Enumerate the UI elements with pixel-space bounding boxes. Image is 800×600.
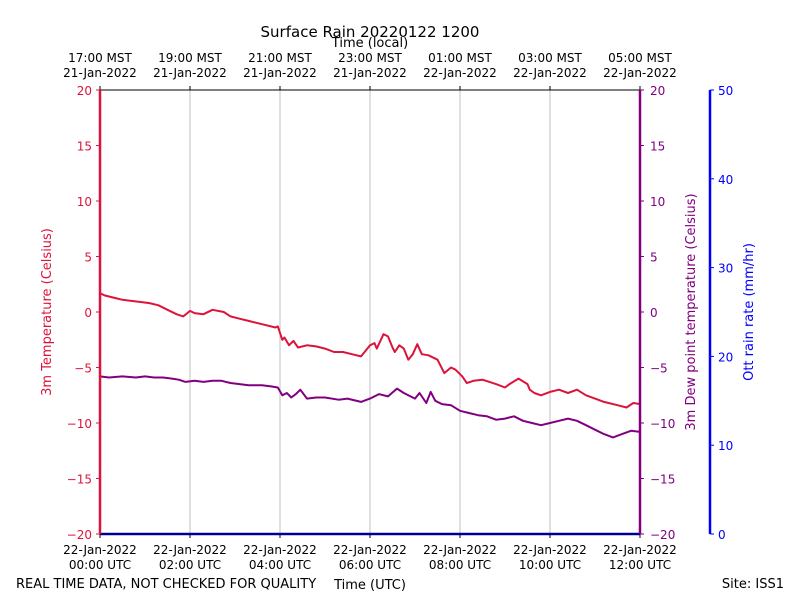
y-tick-label-dewpoint: 20 xyxy=(650,84,665,98)
y-tick-label-temperature: 20 xyxy=(77,84,92,98)
y-tick-label-rain-rate: 20 xyxy=(718,350,733,364)
y-tick-label-temperature: −15 xyxy=(67,473,92,487)
y-tick-label-dewpoint: 10 xyxy=(650,195,665,209)
y-tick-label-temperature: 10 xyxy=(77,195,92,209)
x-tick-label-utc-date: 22-Jan-2022 xyxy=(513,543,587,557)
y-axis-label-dewpoint: 3m Dew point temperature (Celsius) xyxy=(684,193,699,430)
y-tick-label-dewpoint: 5 xyxy=(650,251,658,265)
y-tick-label-temperature: −20 xyxy=(67,528,92,542)
y-axis-label-temperature: 3m Temperature (Celsius) xyxy=(40,228,55,396)
x-tick-label-local-date: 21-Jan-2022 xyxy=(243,66,317,80)
x-tick-label-local-date: 21-Jan-2022 xyxy=(63,66,137,80)
x-tick-label-utc-date: 22-Jan-2022 xyxy=(333,543,407,557)
x-tick-label-utc-time: 06:00 UTC xyxy=(339,558,401,572)
x-tick-label-utc-time: 10:00 UTC xyxy=(519,558,581,572)
x-tick-label-local-date: 21-Jan-2022 xyxy=(333,66,407,80)
x-tick-label-local-time: 05:00 MST xyxy=(608,51,672,65)
y-tick-label-temperature: −5 xyxy=(74,362,92,376)
y-tick-label-rain-rate: 0 xyxy=(718,528,726,542)
x-tick-label-local-time: 01:00 MST xyxy=(428,51,492,65)
x-tick-label-utc-date: 22-Jan-2022 xyxy=(603,543,677,557)
footer-site: Site: ISS1 xyxy=(722,577,784,592)
dewpoint-line xyxy=(99,375,641,439)
y-tick-label-dewpoint: −10 xyxy=(650,417,675,431)
chart-title: Surface Rain 20220122 1200 xyxy=(261,23,480,41)
y-tick-label-rain-rate: 40 xyxy=(718,173,733,187)
y-tick-label-dewpoint: −20 xyxy=(650,528,675,542)
x-tick-label-utc-time: 04:00 UTC xyxy=(249,558,311,572)
x-tick-label-utc-date: 22-Jan-2022 xyxy=(243,543,317,557)
x-tick-label-local-date: 22-Jan-2022 xyxy=(423,66,497,80)
y-tick-label-dewpoint: −5 xyxy=(650,362,668,376)
x-tick-label-utc-time: 00:00 UTC xyxy=(69,558,131,572)
x-tick-label-local-date: 22-Jan-2022 xyxy=(603,66,677,80)
y-tick-label-rain-rate: 50 xyxy=(718,84,733,98)
y-tick-label-rain-rate: 30 xyxy=(718,262,733,276)
y-tick-label-dewpoint: −15 xyxy=(650,473,675,487)
x-tick-label-utc-date: 22-Jan-2022 xyxy=(153,543,227,557)
y-tick-label-temperature: −10 xyxy=(67,417,92,431)
y-tick-label-temperature: 5 xyxy=(84,251,92,265)
footer-quality-note: REAL TIME DATA, NOT CHECKED FOR QUALITY xyxy=(16,577,316,592)
x-tick-label-local-time: 17:00 MST xyxy=(68,51,132,65)
x-tick-label-utc-date: 22-Jan-2022 xyxy=(63,543,137,557)
y-tick-label-dewpoint: 0 xyxy=(650,306,658,320)
y-tick-label-rain-rate: 10 xyxy=(718,439,733,453)
x-tick-label-local-time: 23:00 MST xyxy=(338,51,402,65)
x-tick-label-local-time: 03:00 MST xyxy=(518,51,582,65)
y-axis-label-rain-rate: Ott rain rate (mm/hr) xyxy=(742,243,757,381)
x-axis-label-top: Time (local) xyxy=(331,36,408,51)
x-tick-label-local-time: 19:00 MST xyxy=(158,51,222,65)
x-tick-label-local-time: 21:00 MST xyxy=(248,51,312,65)
y-tick-label-temperature: 15 xyxy=(77,140,92,154)
y-tick-label-temperature: 0 xyxy=(84,306,92,320)
temperature-line xyxy=(99,292,641,409)
x-tick-label-utc-time: 02:00 UTC xyxy=(159,558,221,572)
x-tick-label-utc-time: 12:00 UTC xyxy=(609,558,671,572)
x-axis-label-bottom: Time (UTC) xyxy=(333,578,406,593)
x-tick-label-local-date: 21-Jan-2022 xyxy=(153,66,227,80)
x-tick-label-utc-date: 22-Jan-2022 xyxy=(423,543,497,557)
x-tick-label-utc-time: 08:00 UTC xyxy=(429,558,491,572)
y-tick-label-dewpoint: 15 xyxy=(650,140,665,154)
x-tick-label-local-date: 22-Jan-2022 xyxy=(513,66,587,80)
x-gridlines xyxy=(189,90,551,534)
